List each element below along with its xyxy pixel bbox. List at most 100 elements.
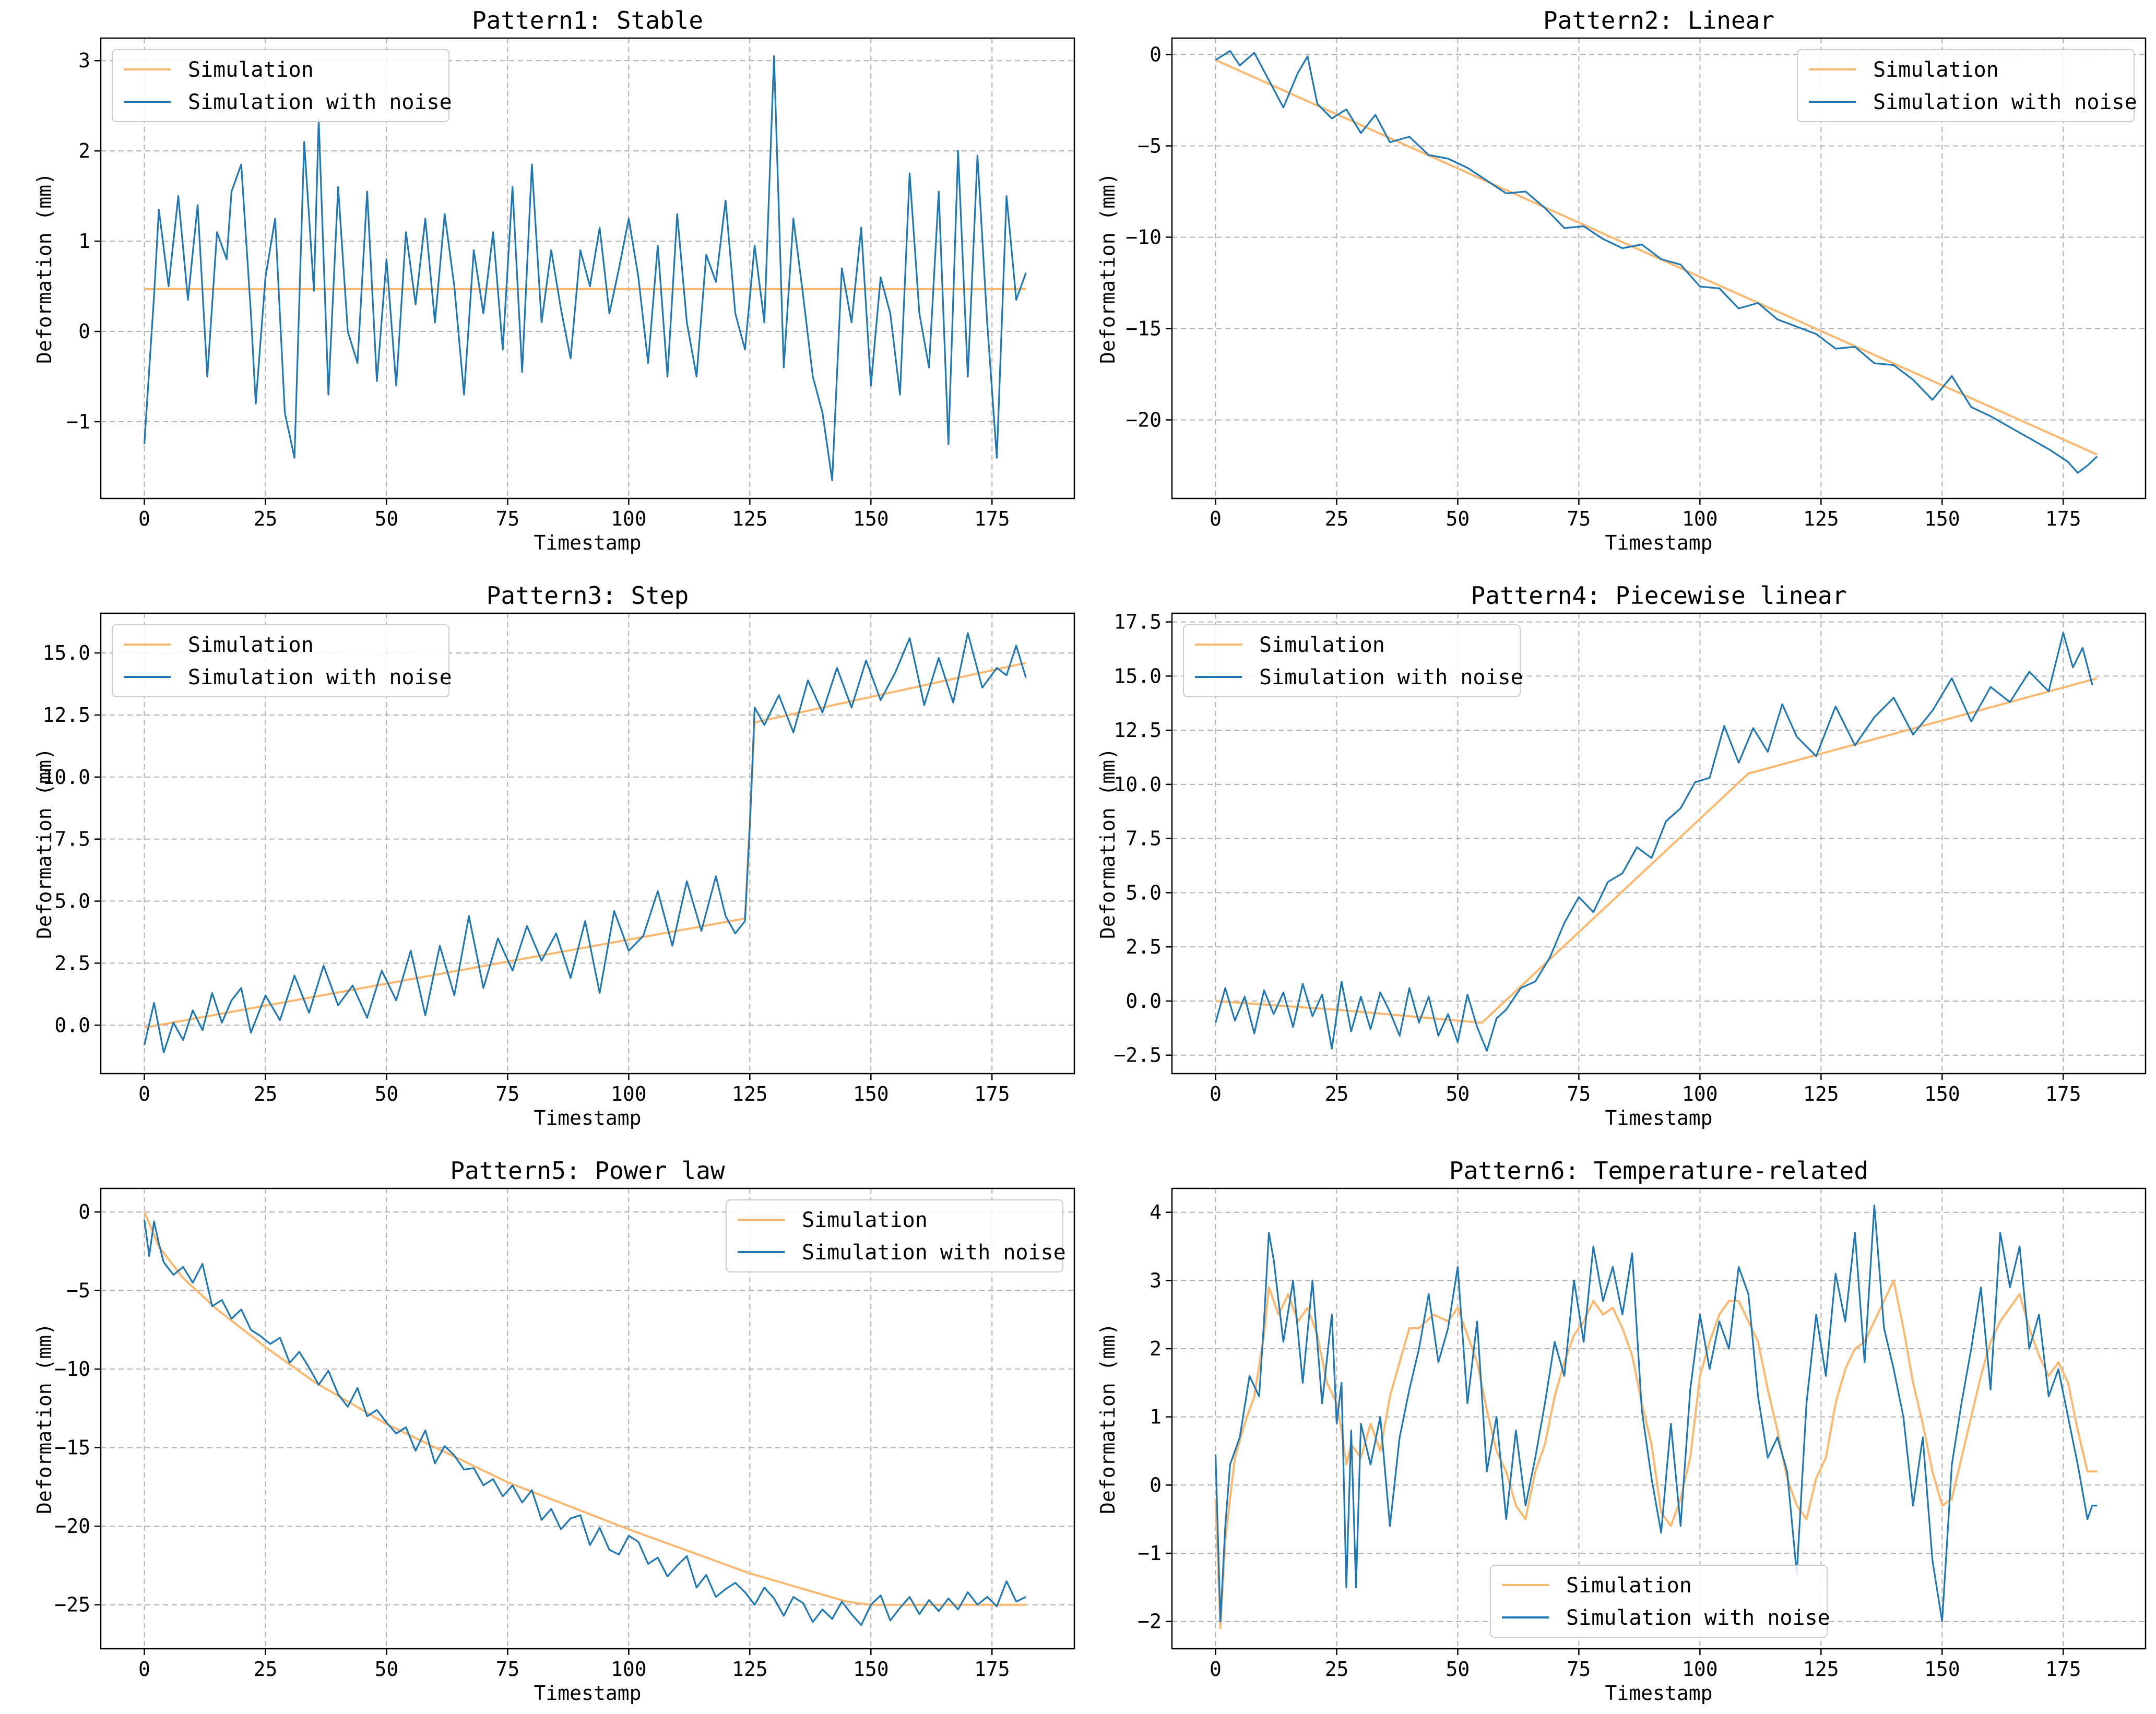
y-tick-label: 10.0 xyxy=(1113,773,1162,796)
noise-line xyxy=(1214,1205,2098,1623)
x-tick-label: 25 xyxy=(1325,1658,1349,1681)
y-tick-label: 12.5 xyxy=(1113,719,1162,742)
y-tick-label: 3 xyxy=(1150,1269,1162,1292)
x-tick-label: 150 xyxy=(853,1658,889,1681)
y-axis-label: Deformation (mm) xyxy=(33,748,56,939)
legend-box xyxy=(1183,624,1521,697)
legend-label: Simulation xyxy=(802,1208,928,1232)
y-tick-label: 17.5 xyxy=(1113,611,1162,634)
y-tick-label: 0 xyxy=(1150,43,1162,66)
legend-label: Simulation with noise xyxy=(1259,665,1523,689)
x-tick-label: 0 xyxy=(138,1658,150,1681)
y-tick-label: 0 xyxy=(1150,1473,1162,1496)
x-tick-label: 25 xyxy=(254,1082,278,1105)
axes-frame xyxy=(100,1187,1075,1650)
x-tick-label: 50 xyxy=(1446,1082,1470,1105)
y-tick-label: 5.0 xyxy=(1126,881,1162,904)
x-tick-label: 175 xyxy=(974,1082,1010,1105)
x-tick-label: 0 xyxy=(1210,1082,1222,1105)
x-tick-label: 0 xyxy=(138,1082,150,1105)
x-tick-label: 125 xyxy=(1803,1658,1839,1681)
y-tick-label: −2 xyxy=(1138,1610,1162,1633)
y-tick-label: −20 xyxy=(1126,409,1162,432)
x-tick-label: 50 xyxy=(1446,1658,1470,1681)
x-tick-label: 100 xyxy=(1682,1658,1718,1681)
y-tick-label: 0.0 xyxy=(1126,990,1162,1013)
panel-5: 0 25 50 75 100 125 150 175 0 −5 −10 −15 −20 −25 Patter… xyxy=(33,1157,1075,1705)
axes-frame xyxy=(100,612,1075,1075)
legend: Simulation Simulation with noise xyxy=(112,49,452,122)
x-tick-label: 75 xyxy=(496,507,520,530)
y-tick-label: −1 xyxy=(1138,1542,1162,1565)
axes-frame xyxy=(1171,1187,2147,1650)
simulation-line xyxy=(144,662,1026,1029)
legend-label: Simulation with noise xyxy=(188,665,452,689)
chart-title: Pattern3: Step xyxy=(487,581,689,610)
x-tick-label: 75 xyxy=(1567,1082,1591,1105)
chart-title: Pattern5: Power law xyxy=(450,1157,725,1185)
x-tick-label: 25 xyxy=(254,1658,278,1681)
x-axis-label: Timestamp xyxy=(1605,1682,1713,1705)
noise-line xyxy=(1214,632,2093,1052)
x-tick-label: 50 xyxy=(1446,507,1470,530)
noise-line xyxy=(143,632,1027,1054)
y-tick-label: 1 xyxy=(1150,1406,1162,1429)
y-tick-label: −10 xyxy=(1126,226,1162,249)
x-tick-label: 150 xyxy=(1924,1082,1960,1105)
x-tick-label: 75 xyxy=(1567,507,1591,530)
legend: Simulation Simulation with noise xyxy=(726,1199,1066,1272)
legend: Simulation Simulation with noise xyxy=(112,624,452,697)
chart-title: Pattern1: Stable xyxy=(472,6,703,34)
x-tick-label: 125 xyxy=(1803,1082,1839,1105)
y-tick-label: 0 xyxy=(78,1200,90,1223)
y-tick-label: −10 xyxy=(54,1358,90,1380)
x-tick-label: 25 xyxy=(1325,1082,1349,1105)
panel-6: 0 25 50 75 100 125 150 175 −2 −1 0 1 2 3 4 Pattern6: Te… xyxy=(1096,1157,2147,1705)
legend-label: Simulation with noise xyxy=(1873,90,2137,114)
x-tick-label: 100 xyxy=(1682,507,1718,530)
legend-box xyxy=(112,49,449,122)
x-tick-label: 0 xyxy=(1210,507,1222,530)
x-tick-label: 125 xyxy=(732,507,768,530)
y-tick-label: −5 xyxy=(66,1279,90,1302)
noise-line xyxy=(143,55,1027,482)
x-tick-label: 125 xyxy=(732,1082,768,1105)
legend-label: Simulation with noise xyxy=(1566,1606,1830,1630)
legend: Simulation Simulation with noise xyxy=(1797,49,2137,122)
noise-line xyxy=(143,1219,1026,1626)
y-tick-label: 0.0 xyxy=(54,1014,90,1037)
axes-frame xyxy=(1171,612,2147,1075)
y-tick-label: 2.5 xyxy=(54,951,90,974)
simulation-line xyxy=(1214,1279,2098,1629)
x-tick-label: 75 xyxy=(496,1658,520,1681)
panel-1: 0 25 50 75 100 125 150 175 −1 0 1 2 3 Pattern1: Stabl… xyxy=(33,6,1075,554)
chart-title: Pattern6: Temperature-related xyxy=(1449,1157,1868,1185)
y-tick-label: 2 xyxy=(78,139,90,162)
y-tick-label: 4 xyxy=(1150,1201,1162,1224)
axes-frame xyxy=(1171,37,2147,499)
legend: Simulation Simulation with noise xyxy=(1490,1565,1830,1638)
x-tick-label: 100 xyxy=(1682,1082,1718,1105)
legend-label: Simulation with noise xyxy=(188,90,452,114)
legend-label: Simulation xyxy=(188,58,314,82)
y-tick-label: 7.5 xyxy=(1126,827,1162,850)
legend-label: Simulation with noise xyxy=(802,1241,1066,1265)
x-tick-label: 100 xyxy=(611,1082,647,1105)
x-tick-label: 125 xyxy=(1803,507,1839,530)
x-axis-label: Timestamp xyxy=(534,531,642,554)
x-tick-label: 175 xyxy=(2045,507,2081,530)
y-axis-label: Deformation (mm) xyxy=(1096,173,1119,364)
legend: Simulation Simulation with noise xyxy=(1183,624,1523,697)
x-tick-label: 100 xyxy=(611,1658,647,1681)
legend-label: Simulation xyxy=(1873,58,1999,82)
x-tick-label: 150 xyxy=(1924,1658,1960,1681)
x-tick-label: 150 xyxy=(853,507,889,530)
simulation-line xyxy=(1215,59,2098,456)
x-tick-label: 0 xyxy=(1210,1658,1222,1681)
x-tick-label: 150 xyxy=(853,1082,889,1105)
y-tick-label: 15.0 xyxy=(42,641,90,664)
y-tick-label: 1 xyxy=(78,230,90,253)
y-tick-label: 2.5 xyxy=(1126,935,1162,958)
legend-label: Simulation xyxy=(1566,1574,1692,1598)
